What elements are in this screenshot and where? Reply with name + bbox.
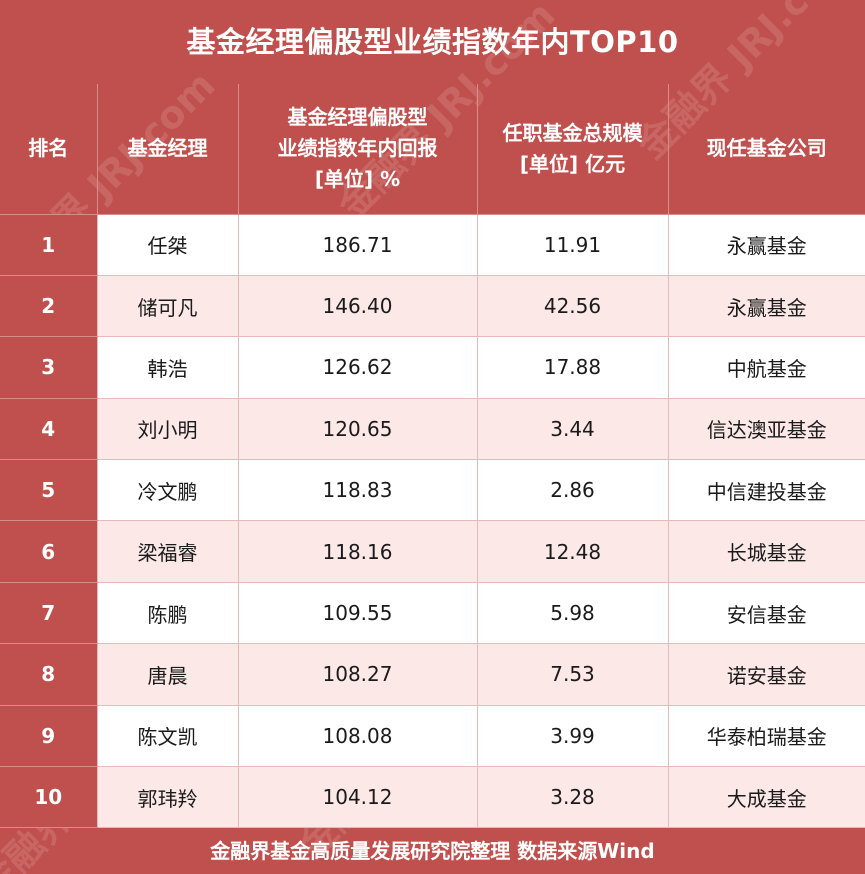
column-header-return-unit: [单位] % [314, 167, 401, 192]
table-row: 2 储可凡 146.40 42.56 永赢基金 [0, 274, 865, 338]
manager-cell: 冷文鹏 [96, 459, 239, 522]
manager-cell: 韩浩 [96, 336, 239, 399]
return-cell: 118.16 [237, 520, 478, 583]
company-cell: 信达澳亚基金 [667, 397, 865, 461]
table-row: 8 唐晨 108.27 7.53 诺安基金 [0, 643, 865, 706]
company-cell: 大成基金 [667, 766, 865, 829]
company-cell: 华泰柏瑞基金 [667, 704, 865, 768]
table-row: 4 刘小明 120.65 3.44 信达澳亚基金 [0, 397, 865, 461]
company-cell: 永赢基金 [667, 274, 865, 338]
rank-cell: 5 [0, 459, 97, 522]
scale-cell: 3.99 [476, 704, 669, 768]
company-cell: 长城基金 [667, 520, 865, 583]
table-row: 5 冷文鹏 118.83 2.86 中信建投基金 [0, 459, 865, 522]
table-row: 3 韩浩 126.62 17.88 中航基金 [0, 336, 865, 399]
column-header-scale-unit: [单位] 亿元 [519, 151, 626, 176]
table-row: 7 陈鹏 109.55 5.98 安信基金 [0, 581, 865, 645]
source-note: 金融界基金高质量发展研究院整理 数据来源Wind [210, 839, 655, 863]
return-cell: 126.62 [237, 336, 478, 399]
column-header-return: 基金经理偏股型 业绩指数年内回报 [单位] % [238, 84, 478, 215]
rank-cell: 10 [0, 766, 97, 829]
company-cell: 中信建投基金 [667, 459, 865, 522]
scale-cell: 12.48 [476, 520, 669, 583]
scale-cell: 11.91 [476, 213, 669, 276]
return-cell: 109.55 [237, 581, 478, 645]
table-row: 10 郭玮羚 104.12 3.28 大成基金 [0, 766, 865, 829]
scale-cell: 5.98 [476, 581, 669, 645]
return-cell: 120.65 [237, 397, 478, 461]
rank-cell: 3 [0, 336, 97, 399]
scale-cell: 3.28 [476, 766, 669, 829]
column-header-scale: 任职基金总规模 [单位] 亿元 [477, 84, 669, 215]
manager-cell: 唐晨 [96, 643, 239, 706]
manager-cell: 梁福睿 [96, 520, 239, 583]
manager-cell: 刘小明 [96, 397, 239, 461]
rank-cell: 2 [0, 274, 97, 338]
return-cell: 118.83 [237, 459, 478, 522]
scale-cell: 7.53 [476, 643, 669, 706]
return-cell: 146.40 [237, 274, 478, 338]
scale-cell: 17.88 [476, 336, 669, 399]
scale-cell: 3.44 [476, 397, 669, 461]
rank-cell: 6 [0, 520, 97, 583]
company-cell: 中航基金 [667, 336, 865, 399]
return-cell: 108.27 [237, 643, 478, 706]
column-header-scale-line: 任职基金总规模 [502, 120, 643, 145]
column-header-company: 现任基金公司 [668, 84, 865, 215]
manager-cell: 储可凡 [96, 274, 239, 338]
rank-cell: 1 [0, 213, 97, 276]
rank-cell: 8 [0, 643, 97, 706]
ranking-table: 排名 基金经理 基金经理偏股型 业绩指数年内回报 [单位] % 任职基金总规模 … [0, 84, 865, 829]
table-row: 6 梁福睿 118.16 12.48 长城基金 [0, 520, 865, 583]
company-cell: 诺安基金 [667, 643, 865, 706]
manager-cell: 郭玮羚 [96, 766, 239, 829]
column-header-manager: 基金经理 [97, 84, 239, 215]
return-cell: 186.71 [237, 213, 478, 276]
table-header-row: 排名 基金经理 基金经理偏股型 业绩指数年内回报 [单位] % 任职基金总规模 … [0, 84, 865, 215]
column-header-return-line: 业绩指数年内回报 [277, 136, 438, 161]
return-cell: 104.12 [237, 766, 478, 829]
table-row: 1 任桀 186.71 11.91 永赢基金 [0, 213, 865, 276]
table-row: 9 陈文凯 108.08 3.99 华泰柏瑞基金 [0, 704, 865, 768]
page-title: 基金经理偏股型业绩指数年内TOP10 [186, 25, 679, 59]
column-header-rank: 排名 [0, 84, 98, 215]
scale-cell: 42.56 [476, 274, 669, 338]
rank-cell: 7 [0, 581, 97, 645]
rank-cell: 9 [0, 704, 97, 768]
manager-cell: 陈鹏 [96, 581, 239, 645]
manager-cell: 任桀 [96, 213, 239, 276]
company-cell: 永赢基金 [667, 213, 865, 276]
company-cell: 安信基金 [667, 581, 865, 645]
scale-cell: 2.86 [476, 459, 669, 522]
column-header-return-line: 基金经理偏股型 [287, 105, 428, 130]
manager-cell: 陈文凯 [96, 704, 239, 768]
return-cell: 108.08 [237, 704, 478, 768]
rank-cell: 4 [0, 397, 97, 461]
